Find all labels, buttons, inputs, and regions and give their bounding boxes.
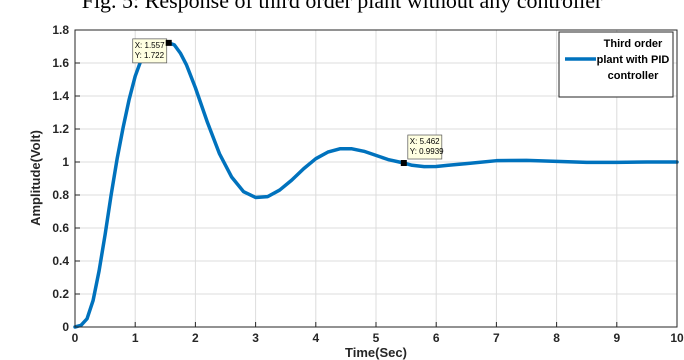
legend-label-line-2: plant with PID (597, 54, 670, 66)
x-tick-label: 4 (312, 331, 319, 345)
y-tick-label: 0.8 (52, 188, 69, 202)
series-line (73, 41, 679, 329)
y-tick-label: 1.6 (52, 56, 69, 70)
x-tick-label: 1 (132, 331, 139, 345)
x-tick-label: 0 (72, 331, 79, 345)
data-tip-box (407, 134, 443, 160)
y-tick-label: 1.4 (52, 89, 69, 103)
y-tick-label: 0.2 (52, 287, 69, 301)
y-tick-label: 1.8 (52, 23, 69, 37)
x-tick-label: 10 (670, 331, 684, 345)
legend[interactable]: Third order plant with PID controller (558, 31, 674, 98)
legend-label-line-3: controller (608, 70, 659, 82)
y-axis-title: Amplitude(Volt) (28, 130, 43, 226)
x-tick-label: 9 (613, 331, 620, 345)
y-axis-ticks: 0 0.2 0.4 0.6 0.8 1 1.2 1.4 1.6 1.8 (52, 23, 80, 334)
x-tick-label: 6 (433, 331, 440, 345)
x-tick-label: 7 (493, 331, 500, 345)
x-axis-ticks: 0 1 2 3 4 5 6 7 8 9 10 (72, 322, 684, 345)
data-tip-x-label: X: 1.557 (135, 41, 165, 50)
figure-caption: Fig. 5: Response of third order plant wi… (81, 0, 603, 13)
data-tip-x-label: X: 5.462 (410, 137, 440, 146)
data-tip-y-label: Y: 1.722 (135, 51, 165, 60)
y-tick-label: 1 (62, 155, 69, 169)
series-layer (73, 41, 679, 329)
x-tick-label: 2 (192, 331, 199, 345)
data-tip-marker (165, 39, 172, 46)
x-tick-label: 3 (252, 331, 259, 345)
data-tip-box (132, 38, 168, 64)
x-tick-label: 8 (553, 331, 560, 345)
legend-label-line-1: Third order (604, 38, 663, 50)
x-axis-title: Time(Sec) (345, 345, 407, 360)
y-tick-label: 1.2 (52, 122, 69, 136)
y-tick-label: 0.6 (52, 221, 69, 235)
y-tick-label: 0.4 (52, 254, 69, 268)
legend-box (558, 31, 674, 98)
data-tip-marker (400, 160, 407, 167)
x-tick-label: 5 (373, 331, 380, 345)
data-tip-y-label: Y: 0.9939 (410, 147, 444, 156)
y-tick-label: 0 (62, 320, 69, 334)
